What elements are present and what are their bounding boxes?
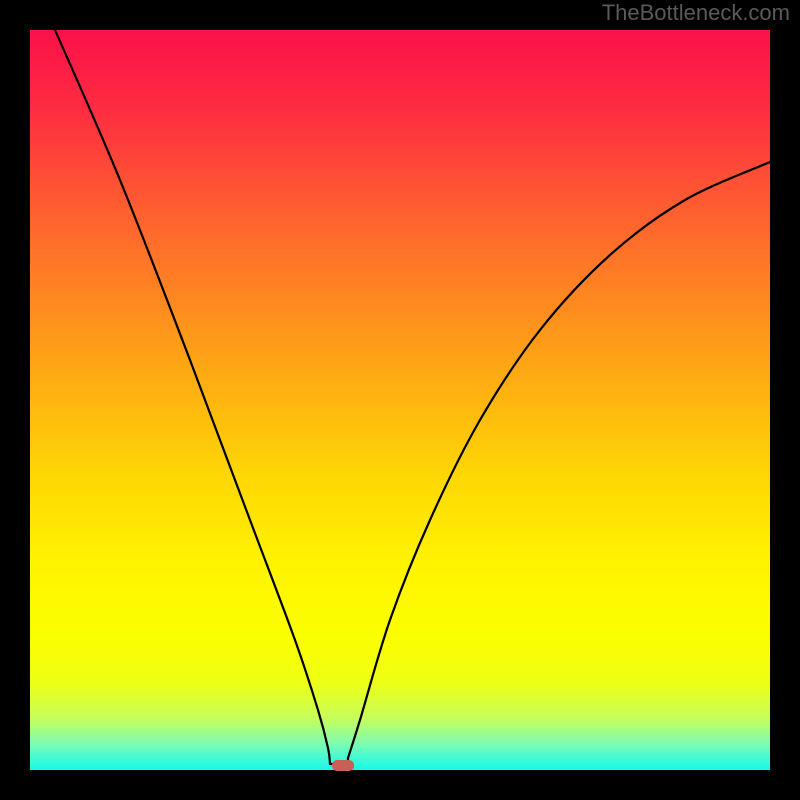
watermark-text: TheBottleneck.com (602, 0, 790, 26)
plot-background (30, 30, 770, 770)
optimal-marker (332, 760, 354, 771)
chart-svg (0, 0, 800, 800)
chart-container: TheBottleneck.com (0, 0, 800, 800)
